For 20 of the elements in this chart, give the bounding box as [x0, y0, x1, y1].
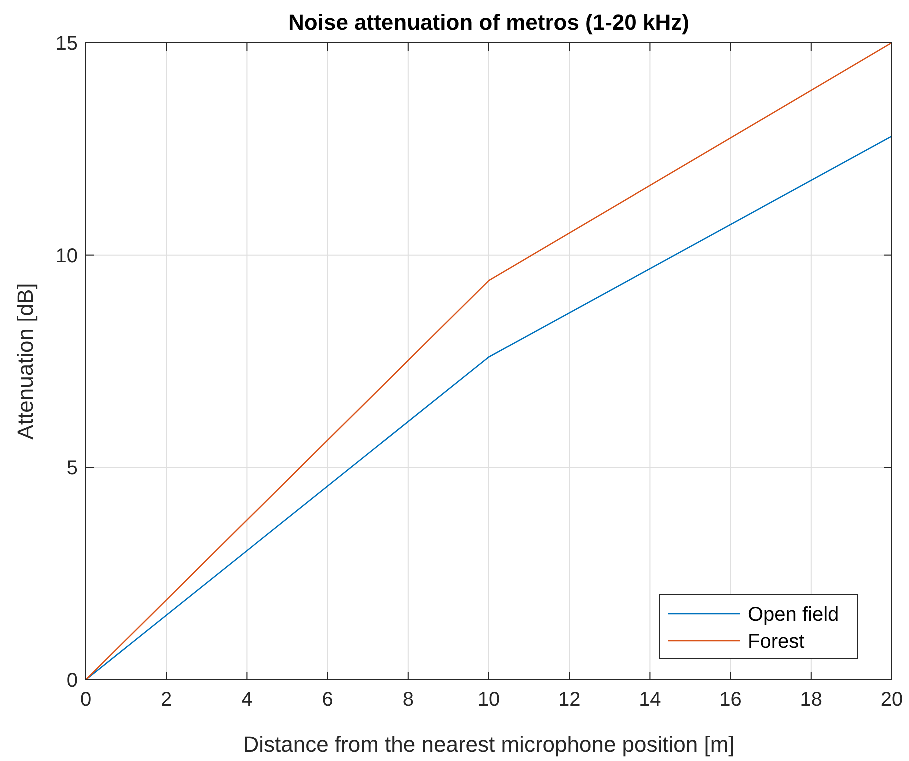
y-tick-label: 10 [56, 245, 78, 268]
x-axis-title: Distance from the nearest microphone position [m] [243, 732, 735, 757]
x-tick-label: 12 [558, 689, 581, 711]
x-tick-label: 16 [720, 689, 742, 711]
y-axis-title: Attenuation [dB] [13, 283, 38, 440]
y-tick-label: 0 [66, 670, 78, 692]
chart-title: Noise attenuation of metros (1-20 kHz) [288, 10, 690, 35]
x-tick-label: 2 [161, 689, 172, 711]
x-tick-label: 4 [242, 689, 253, 711]
legend-label: Forest [748, 631, 806, 653]
x-tick-label: 10 [478, 689, 500, 711]
x-tick-label: 6 [322, 689, 334, 711]
x-tick-label: 0 [80, 689, 92, 711]
x-tick-label: 20 [880, 689, 904, 711]
legend-label: Open field [748, 604, 840, 626]
y-tick-label: 15 [56, 33, 78, 55]
x-tick-label: 18 [800, 689, 823, 711]
x-tick-label: 8 [402, 689, 414, 711]
y-tick-label: 5 [66, 458, 78, 480]
x-tick-label: 14 [639, 689, 662, 711]
